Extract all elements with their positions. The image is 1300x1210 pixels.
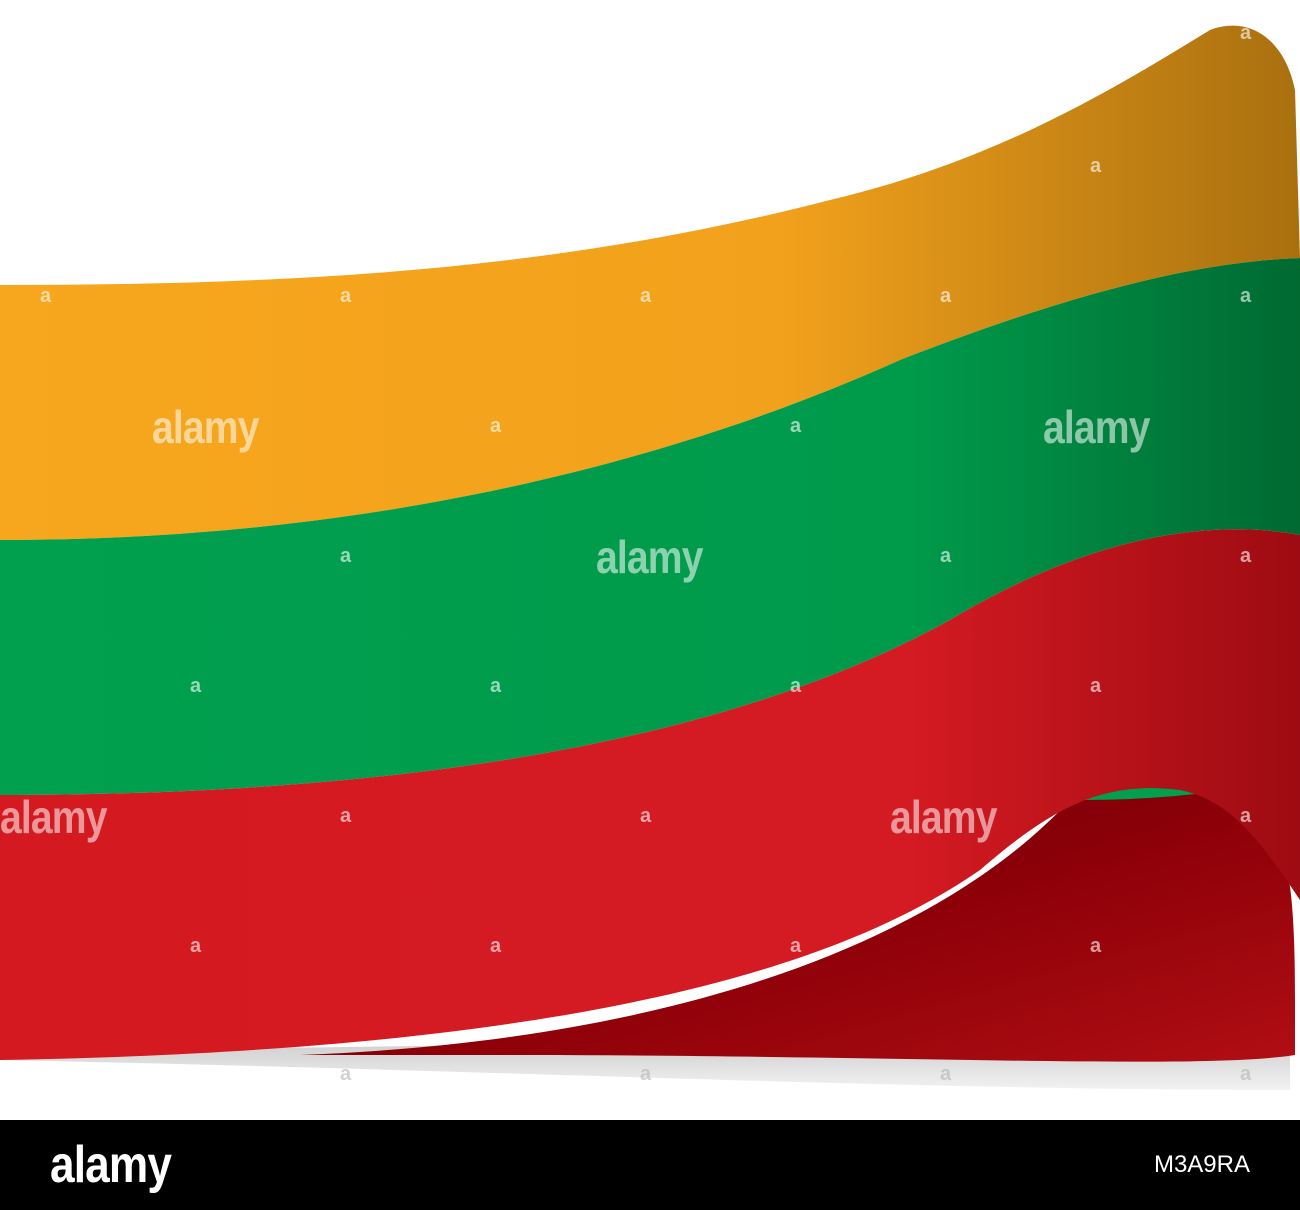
watermark-mark: a bbox=[940, 1063, 951, 1085]
watermark-mark: a bbox=[1240, 805, 1251, 827]
footer-logo: alamy bbox=[50, 1136, 172, 1194]
watermark-mark: a bbox=[940, 285, 951, 307]
watermark-mark: a bbox=[1090, 675, 1101, 697]
lithuania-flag-ribbon bbox=[0, 25, 1300, 1090]
stripe-red bbox=[0, 529, 1300, 1060]
watermark-mark: a bbox=[1240, 285, 1251, 307]
watermark-mark: a bbox=[790, 935, 801, 957]
watermark-mark: a bbox=[640, 805, 651, 827]
watermark-mark: a bbox=[1090, 155, 1101, 177]
watermark-logo: alamy bbox=[890, 791, 997, 843]
watermark-mark: a bbox=[340, 1063, 351, 1085]
watermark-mark: a bbox=[490, 675, 501, 697]
watermark-mark: a bbox=[490, 935, 501, 957]
watermark-mark: a bbox=[1090, 935, 1101, 957]
watermark-mark: a bbox=[340, 545, 351, 567]
watermark-mark: a bbox=[940, 545, 951, 567]
footer-bar: alamy M3A9RA bbox=[0, 1120, 1300, 1210]
watermark-mark: a bbox=[190, 935, 201, 957]
stripe-yellow bbox=[0, 25, 1300, 541]
watermark-logo: alamy bbox=[596, 531, 703, 583]
watermark-mark: a bbox=[40, 285, 51, 307]
watermark-mark: a bbox=[790, 155, 801, 177]
image-id: M3A9RA bbox=[1153, 1151, 1250, 1178]
watermark-logo: alamy bbox=[0, 791, 107, 843]
stripe-green bbox=[0, 258, 1300, 795]
watermark-mark: a bbox=[190, 675, 201, 697]
watermark-mark: a bbox=[790, 415, 801, 437]
watermark-mark: a bbox=[640, 285, 651, 307]
watermark-mark: a bbox=[1240, 1063, 1251, 1085]
watermark-mark: a bbox=[640, 1063, 651, 1085]
watermark-mark: a bbox=[1240, 545, 1251, 567]
watermark-logo: alamy bbox=[152, 401, 259, 453]
watermark-mark: a bbox=[340, 805, 351, 827]
watermark-mark: a bbox=[790, 675, 801, 697]
watermark-mark: a bbox=[340, 285, 351, 307]
watermark-logo: alamy bbox=[1043, 401, 1150, 453]
watermark-mark: a bbox=[490, 415, 501, 437]
ribbon-back bbox=[300, 777, 1295, 1062]
watermark-mark: a bbox=[1240, 22, 1251, 44]
